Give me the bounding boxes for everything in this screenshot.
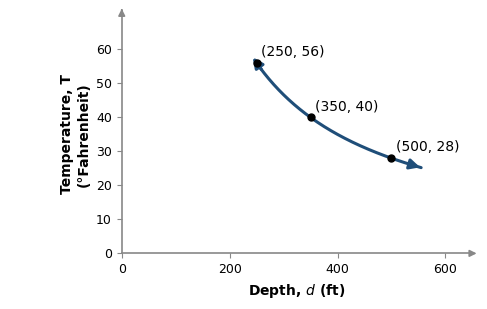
Y-axis label: Temperature, T
(°Fahrenheit): Temperature, T (°Fahrenheit) [60, 74, 91, 194]
X-axis label: Depth, $d$ (ft): Depth, $d$ (ft) [248, 282, 346, 300]
Text: (500, 28): (500, 28) [396, 140, 459, 154]
Text: (350, 40): (350, 40) [315, 99, 378, 114]
Text: (250, 56): (250, 56) [261, 45, 324, 59]
